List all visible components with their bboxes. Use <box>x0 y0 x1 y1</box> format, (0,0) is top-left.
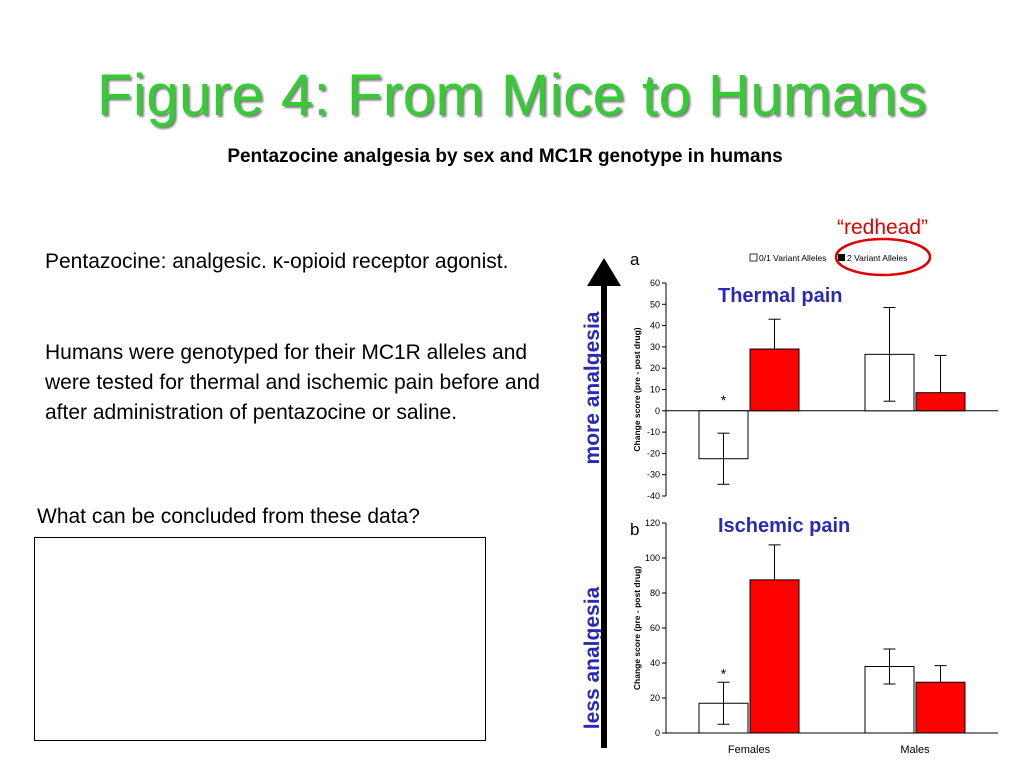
answer-box[interactable] <box>34 537 486 741</box>
y-tick-label: 0 <box>655 406 660 416</box>
legend-label-01-variant: 0/1 Variant Alleles <box>759 253 826 263</box>
y-tick-label: -30 <box>647 470 660 480</box>
y-tick-label: -20 <box>647 448 660 458</box>
redhead-callout: “redhead” <box>837 216 929 239</box>
y-tick-label: 120 <box>645 518 660 528</box>
slide-subtitle: Pentazocine analgesia by sex and MC1R ge… <box>227 146 783 167</box>
y-tick-label: 40 <box>650 658 660 668</box>
panel-letter: a <box>630 250 640 269</box>
y-axis-title: Change score (pre - post drug) <box>632 566 642 690</box>
bar-males-series2 <box>915 392 966 412</box>
y-tick-label: 20 <box>650 363 660 373</box>
redhead-circle <box>834 237 932 277</box>
bar-males-series2 <box>915 681 966 734</box>
y-tick-label: 0 <box>655 728 660 738</box>
y-tick-label: -10 <box>647 427 660 437</box>
panel-title: Ischemic pain <box>718 515 850 537</box>
ischemic-pain-panel: b Ischemic pain 0 20 40 60 80 100 120 Change scor… <box>630 515 998 756</box>
y-tick-label: 20 <box>650 693 660 703</box>
y-tick-label: 30 <box>650 342 660 352</box>
y-tick-label: 100 <box>645 553 660 563</box>
legend-label-2-variant: 2 Variant Alleles <box>847 253 907 263</box>
significance-marker: * <box>721 665 727 681</box>
y-tick-label: 40 <box>650 321 660 331</box>
y-tick-label: 50 <box>650 299 660 309</box>
drug-description: Pentazocine: analgesic. κ-opioid recepto… <box>45 250 509 273</box>
y-axis-title: Change score (pre - post drug) <box>632 327 642 451</box>
y-tick-label: 60 <box>650 623 660 633</box>
thermal-pain-panel: a Thermal pain -40 -30 -20 -10 0 10 20 30 40 50 60 Ch… <box>630 250 998 501</box>
panel-letter: b <box>630 520 639 539</box>
method-description: Humans were genotyped for their MC1R all… <box>45 341 540 424</box>
analgesia-arrow <box>587 258 621 748</box>
legend-swatch-2-variant <box>838 254 845 261</box>
category-label: Females <box>728 744 771 756</box>
legend: 0/1 Variant Alleles 2 Variant Alleles <box>749 237 932 277</box>
y-tick-label: -40 <box>647 491 660 501</box>
category-label: Males <box>900 744 930 756</box>
panel-title: Thermal pain <box>718 285 842 307</box>
legend-swatch-01-variant <box>749 253 758 262</box>
bar-females-series2 <box>749 348 800 412</box>
y-tick-label: 80 <box>650 588 660 598</box>
y-tick-label: 10 <box>650 385 660 395</box>
slide-title: Figure 4: From Mice to Humans <box>97 63 927 128</box>
question-text: What can be concluded from these data? <box>37 505 420 528</box>
significance-marker: * <box>721 392 727 408</box>
bar-females-series2 <box>749 579 800 734</box>
y-tick-label: 60 <box>650 278 660 288</box>
